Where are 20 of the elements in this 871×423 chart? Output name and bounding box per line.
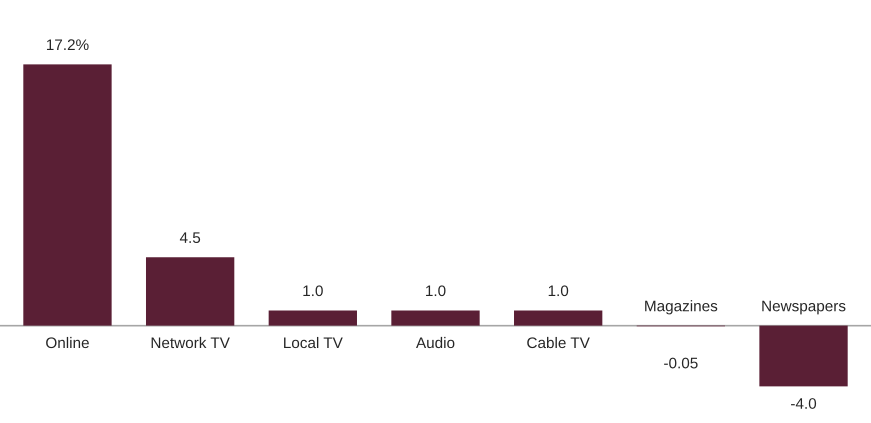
x-tick-label: Network TV xyxy=(152,336,230,348)
bar xyxy=(391,310,480,326)
bar xyxy=(268,310,357,326)
data-label: 1.0 xyxy=(426,285,446,296)
x-tick-label: Magazines xyxy=(645,300,718,314)
bar xyxy=(146,257,234,326)
x-tick-label: Online xyxy=(46,336,89,348)
x-tick-label: Audio xyxy=(416,336,454,348)
data-label: 1.0 xyxy=(303,285,323,296)
data-label: 17.2% xyxy=(46,39,89,50)
x-tick-label: Newspapers xyxy=(762,300,846,314)
x-tick-label: Local TV xyxy=(284,336,343,348)
data-label: -4.0 xyxy=(791,398,816,409)
x-tick-label: Cable TV xyxy=(527,336,590,348)
bar xyxy=(514,310,602,326)
bar xyxy=(759,326,848,386)
bar xyxy=(23,64,112,326)
data-label: 4.5 xyxy=(180,232,200,244)
data-label: -0.05 xyxy=(664,358,698,368)
data-label: 1.0 xyxy=(548,285,568,296)
